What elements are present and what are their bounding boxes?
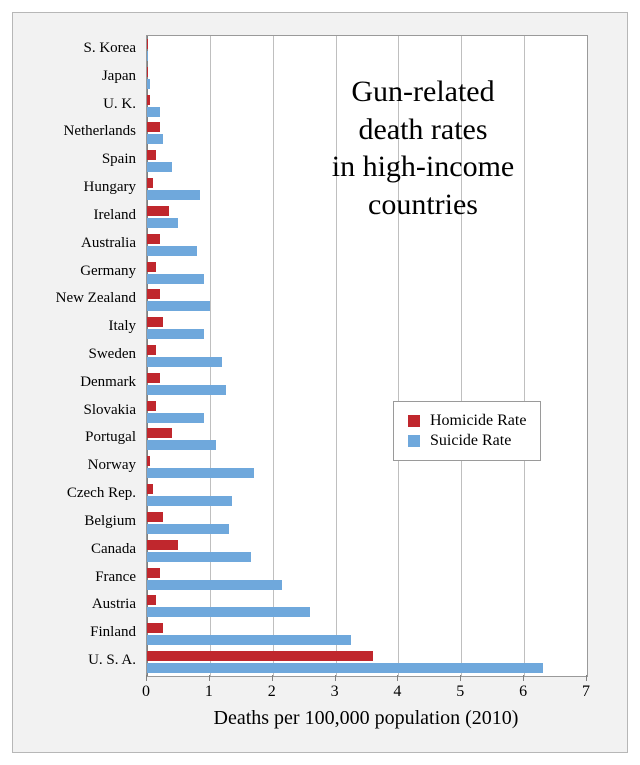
category-label: Spain bbox=[102, 151, 136, 168]
chart-title: Gun-relateddeath ratesin high-incomecoun… bbox=[273, 73, 573, 223]
bar-suicide bbox=[147, 107, 160, 117]
x-tick-label: 0 bbox=[142, 683, 150, 701]
category-label: Norway bbox=[88, 457, 136, 474]
bar-homicide bbox=[147, 317, 163, 327]
bar-homicide bbox=[147, 289, 160, 299]
category-label: Germany bbox=[80, 263, 136, 280]
bar-suicide bbox=[147, 552, 251, 562]
bar-homicide bbox=[147, 206, 169, 216]
x-tick bbox=[397, 675, 398, 681]
category-label: S. Korea bbox=[84, 40, 137, 57]
category-label: Portugal bbox=[85, 429, 136, 446]
category-label: Australia bbox=[81, 235, 136, 252]
x-tick-label: 5 bbox=[456, 683, 464, 701]
bar-homicide bbox=[147, 39, 148, 49]
category-label: U. K. bbox=[103, 96, 136, 113]
legend-label-homicide: Homicide Rate bbox=[430, 412, 526, 430]
bar-homicide bbox=[147, 428, 172, 438]
bar-homicide bbox=[147, 150, 156, 160]
bar-suicide bbox=[147, 635, 351, 645]
x-tick-label: 2 bbox=[268, 683, 276, 701]
bar-homicide bbox=[147, 122, 160, 132]
bar-homicide bbox=[147, 595, 156, 605]
bar-homicide bbox=[147, 178, 153, 188]
x-tick-label: 7 bbox=[582, 683, 590, 701]
category-label: Hungary bbox=[84, 179, 137, 196]
bar-suicide bbox=[147, 51, 148, 61]
bar-homicide bbox=[147, 623, 163, 633]
bar-homicide bbox=[147, 345, 156, 355]
bar-homicide bbox=[147, 651, 373, 661]
category-label: France bbox=[95, 569, 136, 586]
bar-suicide bbox=[147, 246, 197, 256]
x-axis-label: Deaths per 100,000 population (2010) bbox=[146, 707, 586, 730]
category-label: Belgium bbox=[84, 513, 136, 530]
bar-homicide bbox=[147, 568, 160, 578]
x-tick-label: 1 bbox=[205, 683, 213, 701]
bar-suicide bbox=[147, 524, 229, 534]
x-tick bbox=[272, 675, 273, 681]
x-tick-label: 4 bbox=[393, 683, 401, 701]
legend: Homicide Rate Suicide Rate bbox=[393, 401, 541, 461]
bar-suicide bbox=[147, 218, 178, 228]
x-tick bbox=[146, 675, 147, 681]
bar-suicide bbox=[147, 190, 200, 200]
bar-suicide bbox=[147, 496, 232, 506]
bar-homicide bbox=[147, 373, 160, 383]
legend-item-suicide: Suicide Rate bbox=[408, 432, 526, 450]
bar-suicide bbox=[147, 468, 254, 478]
bar-suicide bbox=[147, 301, 210, 311]
x-tick-label: 3 bbox=[331, 683, 339, 701]
category-label: Denmark bbox=[80, 374, 136, 391]
bar-homicide bbox=[147, 67, 148, 77]
bar-suicide bbox=[147, 663, 543, 673]
legend-swatch-suicide bbox=[408, 435, 420, 447]
category-label: Sweden bbox=[89, 346, 137, 363]
bar-homicide bbox=[147, 234, 160, 244]
category-label: Netherlands bbox=[64, 123, 136, 140]
bar-homicide bbox=[147, 484, 153, 494]
bar-suicide bbox=[147, 329, 204, 339]
bar-homicide bbox=[147, 262, 156, 272]
category-label: Finland bbox=[90, 624, 136, 641]
legend-item-homicide: Homicide Rate bbox=[408, 412, 526, 430]
bar-suicide bbox=[147, 440, 216, 450]
bar-suicide bbox=[147, 162, 172, 172]
category-label: Ireland bbox=[94, 207, 136, 224]
x-tick bbox=[335, 675, 336, 681]
category-label: Austria bbox=[92, 596, 136, 613]
bar-homicide bbox=[147, 456, 150, 466]
legend-label-suicide: Suicide Rate bbox=[430, 432, 511, 450]
bar-suicide bbox=[147, 357, 222, 367]
bar-suicide bbox=[147, 134, 163, 144]
category-label: Canada bbox=[91, 541, 136, 558]
x-tick bbox=[523, 675, 524, 681]
bar-suicide bbox=[147, 580, 282, 590]
bar-homicide bbox=[147, 540, 178, 550]
category-label: U. S. A. bbox=[88, 652, 136, 669]
category-label: New Zealand bbox=[56, 290, 136, 307]
category-label: Slovakia bbox=[84, 402, 137, 419]
x-tick-label: 6 bbox=[519, 683, 527, 701]
x-tick bbox=[460, 675, 461, 681]
bar-suicide bbox=[147, 607, 310, 617]
legend-swatch-homicide bbox=[408, 415, 420, 427]
category-label: Czech Rep. bbox=[67, 485, 136, 502]
chart-frame: Gun-relateddeath ratesin high-incomecoun… bbox=[12, 12, 628, 753]
bar-suicide bbox=[147, 79, 150, 89]
bar-homicide bbox=[147, 512, 163, 522]
bar-homicide bbox=[147, 401, 156, 411]
category-label: Japan bbox=[102, 68, 136, 85]
bar-suicide bbox=[147, 274, 204, 284]
x-tick bbox=[209, 675, 210, 681]
bar-suicide bbox=[147, 413, 204, 423]
x-tick bbox=[586, 675, 587, 681]
category-label: Italy bbox=[109, 318, 137, 335]
bar-suicide bbox=[147, 385, 226, 395]
bar-homicide bbox=[147, 95, 150, 105]
